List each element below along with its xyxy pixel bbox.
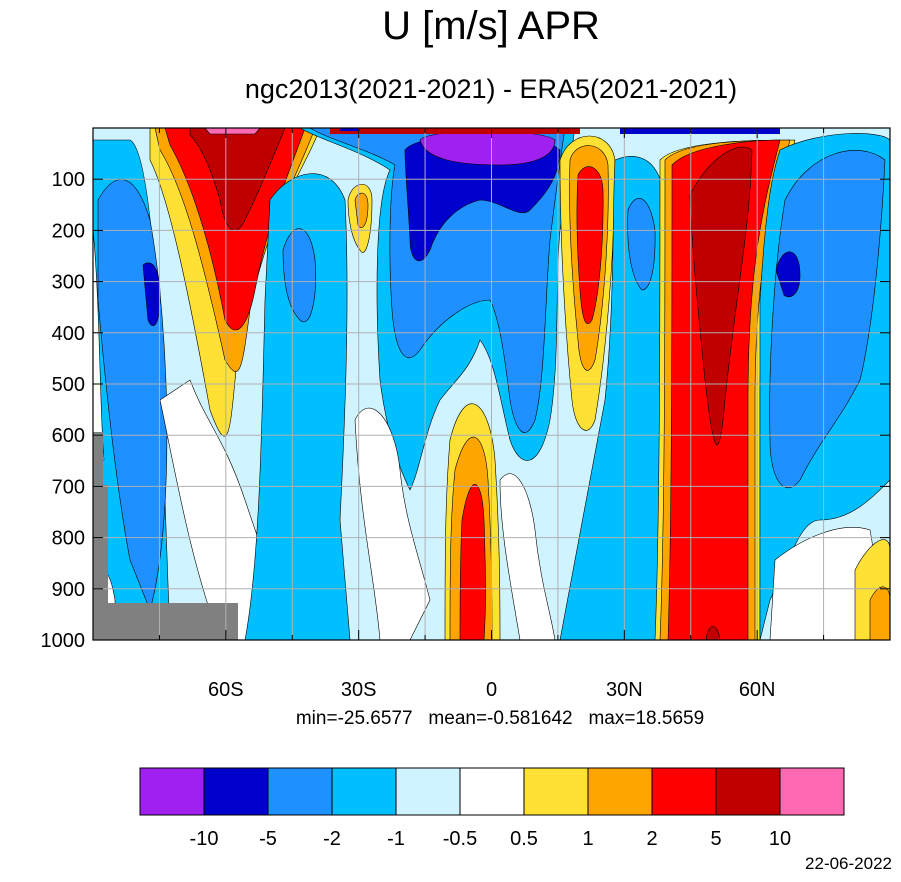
colorbar-label: -1 [387, 828, 405, 850]
colorbar-label: 5 [710, 828, 721, 850]
chart-title: U [m/s] APR [382, 4, 600, 48]
x-tick-label: 60S [208, 679, 244, 701]
chart-subtitle: ngc2013(2021-2021) - ERA5(2021-2021) [244, 74, 738, 104]
colorbar-swatch [523, 767, 589, 816]
colorbar-swatch [331, 767, 397, 816]
stat-mean: mean=-0.581642 [428, 708, 573, 729]
y-tick-label: 300 [52, 272, 85, 294]
y-tick-label: 500 [52, 374, 85, 396]
colorbar-label: -10 [190, 828, 219, 850]
colorbar: -10 -5 -2 -1 -0.5 0.5 1 2 5 10 [139, 767, 845, 850]
stats-line: min=-25.6577 mean=-0.581642 max=18.5659 [0, 708, 901, 730]
colorbar-label: -5 [259, 828, 277, 850]
colorbar-swatch [715, 767, 781, 816]
y-tick-label: 900 [52, 579, 85, 601]
colorbar-label: 10 [769, 828, 791, 850]
y-tick-label: 100 [52, 169, 85, 191]
colorbar-label: 1 [582, 828, 593, 850]
orography-mask [93, 432, 238, 640]
date-stamp: 22-06-2022 [805, 854, 892, 873]
y-tick-label: 200 [52, 220, 85, 242]
y-tick-label: 800 [52, 528, 85, 550]
x-tick-label: 30S [341, 679, 377, 701]
colorbar-swatch [587, 767, 653, 816]
colorbar-swatch [779, 767, 845, 816]
x-tick-label: 0 [486, 679, 497, 701]
y-tick-label: 1000 [41, 630, 86, 652]
y-tick-label: 400 [52, 323, 85, 345]
y-tick-label: 700 [52, 476, 85, 498]
colorbar-swatch [267, 767, 333, 816]
y-tick-label: 600 [52, 425, 85, 447]
stat-max: max=18.5659 [588, 708, 705, 729]
colorbar-swatch [395, 767, 461, 816]
colorbar-label: 0.5 [510, 828, 538, 850]
stat-min: min=-25.6577 [295, 708, 413, 729]
x-tick-label: 60N [739, 679, 776, 701]
colorbar-swatch [203, 767, 269, 816]
colorbar-swatch [139, 767, 205, 816]
colorbar-swatch [459, 767, 525, 816]
grid-lines [93, 128, 890, 641]
colorbar-label: -2 [323, 828, 341, 850]
colorbar-label: 2 [646, 828, 657, 850]
colorbar-label: -0.5 [443, 828, 477, 850]
colorbar-swatch [651, 767, 717, 816]
axes: 100 200 300 400 500 600 700 800 900 1000 60S 30S 0 30… [41, 128, 890, 701]
x-tick-label: 30N [606, 679, 643, 701]
